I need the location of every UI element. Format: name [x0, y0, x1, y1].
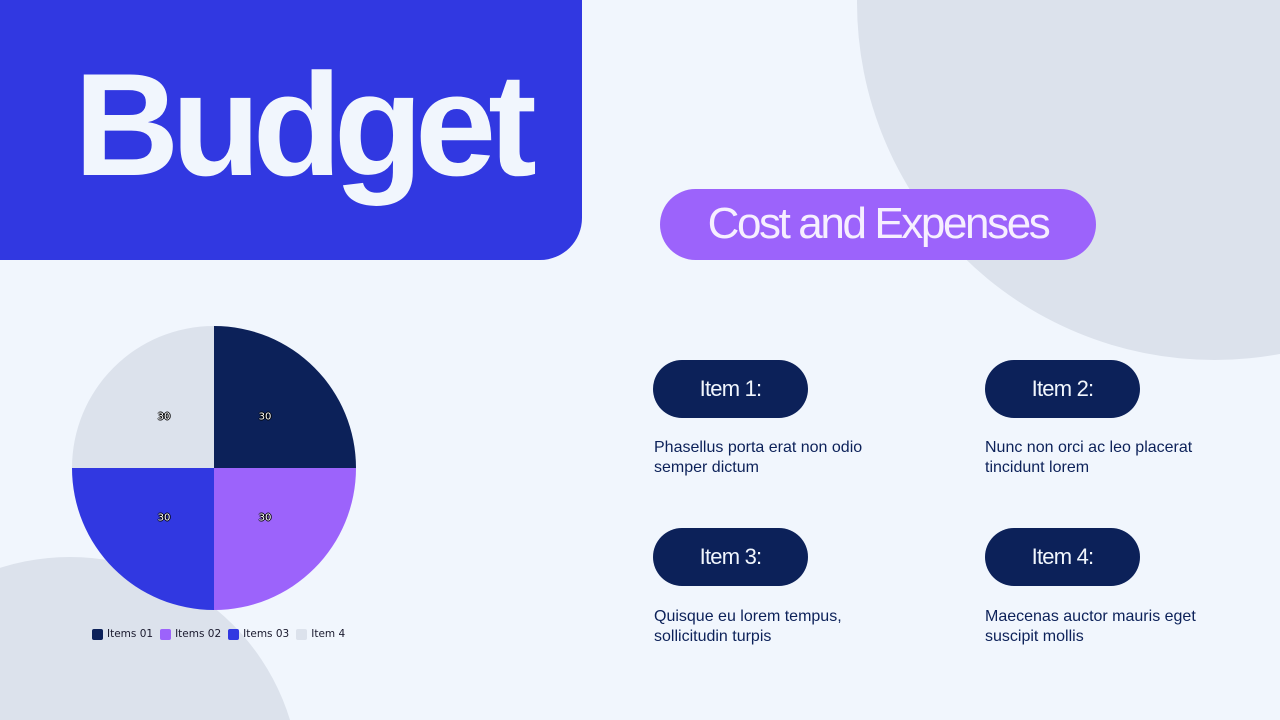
item-3-label: Item 3: — [699, 544, 762, 569]
pie-slice-items-01 — [214, 326, 356, 468]
legend-item-items-01[interactable]: Items 01 — [92, 628, 153, 640]
legend-label: Items 01 — [107, 628, 154, 640]
pie-slice-item-4 — [72, 326, 214, 468]
item-3-description: Quisque eu lorem tempus, sollicitudin tu… — [654, 608, 842, 645]
legend-swatch-icon — [160, 628, 172, 640]
item-1-description: Phasellus porta erat non odio semper dic… — [654, 439, 863, 476]
pie-label-item-4: 30 — [157, 411, 171, 423]
item-1-pill: Item 1: — [653, 360, 808, 418]
chart-legend: Items 01 Items 02 Items 03 Item 4 — [92, 628, 352, 640]
pie-slice-items-03 — [72, 468, 214, 610]
legend-label: Items 02 — [175, 628, 222, 640]
item-4-label: Item 4: — [1031, 544, 1094, 569]
item-2-pill: Item 2: — [985, 360, 1140, 418]
legend-item-items-03[interactable]: Items 03 — [228, 628, 289, 640]
item-1-label: Item 1: — [699, 376, 762, 401]
pie-chart: 30 30 30 30 — [72, 326, 356, 610]
slide-title: Budget — [74, 43, 537, 206]
subtitle-pill: Cost and Expenses — [660, 189, 1096, 260]
title-banner: Budget — [0, 0, 582, 260]
legend-swatch-icon — [296, 628, 308, 640]
legend-label: Item 4 — [311, 628, 346, 640]
legend-item-items-02[interactable]: Items 02 — [160, 628, 221, 640]
pie-slice-items-02 — [214, 468, 356, 610]
pie-label-items-01: 30 — [258, 411, 272, 423]
item-2-label: Item 2: — [1031, 376, 1094, 401]
legend-item-item-4[interactable]: Item 4 — [296, 628, 345, 640]
legend-swatch-icon — [228, 628, 240, 640]
slide-subtitle: Cost and Expenses — [707, 198, 1051, 248]
legend-swatch-icon — [92, 628, 103, 640]
pie-label-items-02: 30 — [258, 512, 272, 524]
pie-label-items-03: 30 — [157, 512, 171, 524]
item-4-description: Maecenas auctor mauris eget suscipit mol… — [985, 608, 1196, 645]
item-3-pill: Item 3: — [653, 528, 808, 586]
item-4-pill: Item 4: — [985, 528, 1140, 586]
legend-label: Items 03 — [243, 628, 290, 640]
item-2-description: Nunc non orci ac leo placerat tincidunt … — [985, 439, 1193, 476]
decorative-circle-top-right — [857, 0, 1280, 360]
